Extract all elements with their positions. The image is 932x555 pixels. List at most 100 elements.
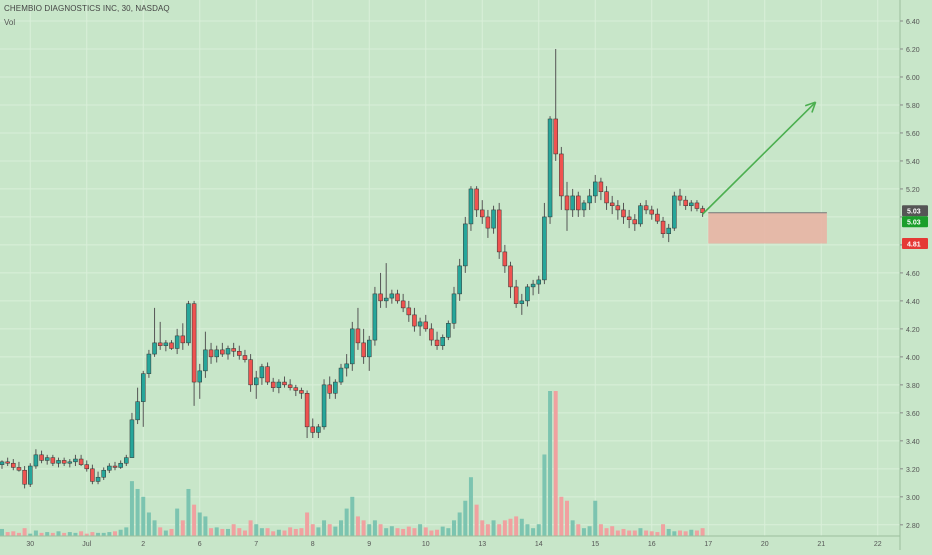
candle-body: [11, 462, 16, 468]
candle-body: [338, 367, 344, 383]
volume-bar: [33, 530, 38, 536]
volume-bar: [497, 524, 502, 536]
volume-bar: [655, 532, 660, 536]
time-tick-label: 30: [26, 541, 34, 548]
volume-bar: [16, 532, 21, 536]
candle-body: [152, 342, 157, 355]
candle-body: [276, 381, 282, 388]
volume-bar: [282, 530, 287, 536]
candles: [0, 48, 705, 489]
volume-bar: [248, 520, 253, 536]
candle-body: [468, 188, 474, 225]
candle-body: [44, 457, 50, 461]
volume-bar: [350, 496, 355, 536]
candle-body: [383, 297, 389, 302]
volume-bar: [158, 527, 163, 536]
price-tick-label: 5.20: [906, 187, 920, 194]
price-tick-label: 3.60: [906, 411, 920, 418]
price-badge: [902, 205, 928, 217]
drawings[interactable]: [702, 101, 827, 244]
time-tick-label: 10: [422, 541, 430, 548]
chart-title: CHEMBIO DIAGNOSTICS INC, 30, NASDAQ: [4, 4, 170, 13]
volume-bar: [226, 528, 230, 536]
candle-body: [0, 461, 5, 465]
candle-body: [434, 339, 440, 346]
time-tick-label: 15: [591, 541, 599, 548]
time-tick-label: Jul: [82, 541, 91, 548]
price-badge-label: 5.03: [907, 209, 921, 216]
candle-body: [174, 335, 180, 349]
candle-body: [355, 328, 361, 344]
volume-bar: [333, 526, 338, 536]
candle-body: [163, 342, 169, 346]
volume-bar: [638, 528, 643, 536]
candle-body: [530, 283, 536, 288]
volume-bar: [186, 488, 191, 536]
volume-bar: [5, 532, 10, 536]
candle-body: [378, 293, 383, 302]
volume-bar: [587, 526, 592, 536]
time-tick-label: 14: [535, 541, 543, 548]
candle-body: [440, 337, 445, 346]
candle-body: [16, 467, 22, 471]
candle-body: [39, 454, 44, 461]
candle-body: [191, 303, 197, 383]
candle-body: [429, 328, 434, 341]
volume-bar: [254, 524, 259, 536]
volume-bar: [700, 528, 705, 536]
projection-arrow: [702, 101, 817, 215]
volume-bar: [502, 520, 507, 536]
candle-body: [638, 205, 643, 225]
candle-body: [208, 349, 214, 358]
candle-body: [333, 381, 338, 394]
candle-body: [389, 293, 395, 299]
volume-bar: [231, 524, 236, 536]
candle-body: [677, 195, 683, 201]
candle-body: [33, 454, 39, 467]
volume-bar: [570, 520, 575, 536]
candle-body: [157, 342, 163, 346]
volume-indicator-label: Vol: [4, 18, 16, 27]
arrow-head: [804, 101, 816, 107]
candle-body: [124, 457, 129, 464]
price-tick-label: 4.20: [906, 327, 920, 334]
candle-body: [118, 462, 123, 468]
candle-body: [310, 426, 315, 433]
volume-bar: [593, 500, 598, 536]
volume-bar: [581, 528, 586, 536]
candle-body: [350, 328, 355, 365]
candle-body: [474, 188, 479, 211]
volume-bar: [531, 528, 536, 536]
candle-body: [463, 223, 468, 267]
price-tick-label: 6.20: [906, 47, 920, 54]
candle-body: [626, 216, 632, 220]
volume-bar: [491, 520, 496, 536]
time-tick-label: 7: [254, 541, 258, 548]
volume-bar: [11, 531, 16, 536]
price-tick-label: 3.20: [906, 467, 920, 474]
candle-body: [248, 359, 253, 386]
volume-bar: [683, 531, 688, 536]
candle-body: [485, 216, 491, 229]
volume-bar: [435, 529, 440, 536]
candle-body: [559, 153, 564, 197]
candle-body: [502, 251, 508, 267]
volume-bar: [384, 528, 389, 536]
volume-bar: [79, 531, 84, 536]
volume-bar: [28, 533, 33, 536]
volume-bar: [672, 531, 677, 536]
candle-body: [412, 314, 417, 327]
candle-body: [22, 469, 27, 485]
candle-body: [423, 321, 428, 330]
price-tick-label: 3.80: [906, 383, 920, 390]
candle-body: [28, 465, 33, 485]
candle-body: [649, 209, 654, 215]
price-badge: [902, 216, 928, 228]
volume-bar: [644, 530, 649, 536]
candle-body: [547, 118, 553, 218]
volume-bar: [163, 530, 168, 536]
price-badge-label: 5.03: [907, 220, 921, 227]
price-tick-label: 4.40: [906, 299, 920, 306]
